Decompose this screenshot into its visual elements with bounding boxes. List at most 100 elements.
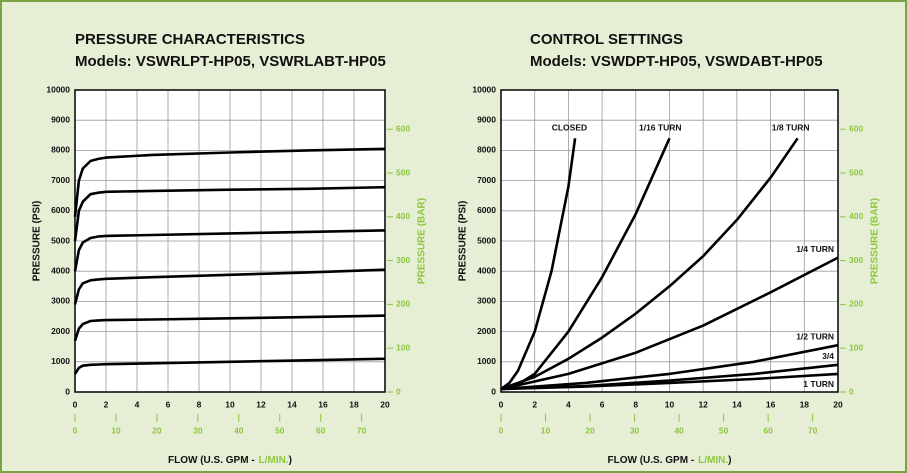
y-axis-label: PRESSURE (PSI) (32, 201, 43, 282)
x-tick-label: 18 (349, 399, 359, 409)
x2-tick-label: 50 (275, 425, 285, 435)
x-tick-label: 4 (566, 399, 571, 409)
y2-tick-label: 600 (849, 123, 863, 133)
chart-subtitle: Models: VSWDPT-HP05, VSWDABT-HP05 (530, 53, 823, 70)
x-tick-label: 16 (766, 399, 776, 409)
x-axis-label-part: ) (289, 455, 292, 466)
x2-tick-label: 0 (73, 425, 78, 435)
x2-tick-label: 40 (674, 425, 684, 435)
y2-axis-label: PRESSURE (BAR) (870, 198, 881, 284)
chart-title: CONTROL SETTINGS (530, 31, 683, 48)
x-axis-label-part: L/MIN. (698, 455, 728, 466)
y-tick-label: 0 (65, 386, 70, 396)
y2-tick-label: 600 (396, 123, 410, 133)
x-tick-label: 8 (633, 399, 638, 409)
y-tick-label: 5000 (477, 235, 496, 245)
y-tick-label: 5000 (51, 235, 70, 245)
y-tick-label: 10000 (472, 84, 496, 94)
y2-tick-label: 100 (396, 342, 410, 352)
x-tick-label: 6 (166, 399, 171, 409)
y2-axis-label: PRESSURE (BAR) (417, 198, 428, 284)
curve (73, 185, 386, 242)
curve-label: CLOSED (552, 123, 587, 133)
y-tick-label: 2000 (477, 326, 496, 336)
curve (500, 138, 577, 391)
y2-tick-label: 400 (849, 211, 863, 221)
x2-tick-label: 10 (111, 425, 121, 435)
y-tick-label: 3000 (477, 296, 496, 306)
y-tick-label: 3000 (51, 296, 70, 306)
y2-tick-label: 300 (849, 255, 863, 265)
y2-tick-label: 0 (396, 386, 401, 396)
x2-tick-label: 20 (152, 425, 162, 435)
curve (500, 372, 839, 391)
curve (73, 314, 386, 342)
curve (73, 229, 386, 272)
x-tick-label: 10 (665, 399, 675, 409)
x-tick-label: 4 (135, 399, 140, 409)
y2-tick-label: 100 (849, 342, 863, 352)
y-tick-label: 0 (491, 386, 496, 396)
x-tick-label: 2 (532, 399, 537, 409)
x-tick-label: 20 (380, 399, 390, 409)
x-axis-label-part: FLOW (U.S. GPM - (168, 455, 255, 466)
curve-label: 1/4 TURN (796, 244, 834, 254)
x-tick-label: 18 (800, 399, 810, 409)
x-axis-label-part: L/MIN. (259, 455, 289, 466)
y-tick-label: 8000 (51, 145, 70, 155)
curve-label: 1/2 TURN (796, 331, 834, 341)
x2-tick-label: 20 (585, 425, 595, 435)
y-tick-label: 2000 (51, 326, 70, 336)
y2-tick-label: 500 (849, 167, 863, 177)
x2-tick-label: 40 (234, 425, 244, 435)
curve-label: 3/4 (822, 351, 834, 361)
y-tick-label: 4000 (51, 265, 70, 275)
x-tick-label: 16 (318, 399, 328, 409)
x-tick-label: 12 (256, 399, 266, 409)
y-tick-label: 9000 (477, 114, 496, 124)
x-tick-label: 20 (833, 399, 843, 409)
x-tick-label: 6 (600, 399, 605, 409)
curve (500, 137, 799, 391)
y-tick-label: 7000 (51, 175, 70, 185)
x2-tick-label: 30 (193, 425, 203, 435)
plot-frame (500, 89, 839, 393)
y-tick-label: 1000 (477, 356, 496, 366)
x-axis-label: FLOW (U.S. GPM - L/MIN.) (168, 455, 292, 466)
y2-tick-label: 500 (396, 167, 410, 177)
y-tick-label: 8000 (477, 145, 496, 155)
curve (500, 343, 839, 391)
chart-subtitle: Models: VSWRLPT-HP05, VSWRLABT-HP05 (75, 53, 386, 70)
y2-tick-label: 400 (396, 211, 410, 221)
x-tick-label: 0 (73, 399, 78, 409)
curve-label: 1 TURN (803, 379, 834, 389)
x2-tick-label: 60 (316, 425, 326, 435)
curve-label: 1/16 TURN (639, 123, 682, 133)
x-tick-label: 14 (287, 399, 297, 409)
x-tick-label: 10 (225, 399, 235, 409)
y2-tick-label: 300 (396, 255, 410, 265)
y-tick-label: 6000 (51, 205, 70, 215)
y2-tick-label: 200 (396, 299, 410, 309)
y2-tick-label: 200 (849, 299, 863, 309)
x-tick-label: 8 (197, 399, 202, 409)
x-tick-label: 0 (499, 399, 504, 409)
x2-tick-label: 60 (763, 425, 773, 435)
y-tick-label: 6000 (477, 205, 496, 215)
x2-tick-label: 70 (808, 425, 818, 435)
x-axis-label-part: ) (728, 455, 731, 466)
x2-tick-label: 30 (630, 425, 640, 435)
y-tick-label: 1000 (51, 356, 70, 366)
chart-title: PRESSURE CHARACTERISTICS (75, 31, 305, 48)
curve (73, 357, 386, 375)
curve (500, 256, 839, 391)
x-tick-label: 2 (104, 399, 109, 409)
x-axis-label: FLOW (U.S. GPM - L/MIN.) (608, 455, 732, 466)
curve (73, 268, 386, 305)
y-tick-label: 4000 (477, 265, 496, 275)
curve (73, 147, 386, 217)
curve-label: 1/8 TURN (772, 123, 810, 133)
x-axis-label-part: FLOW (U.S. GPM - (608, 455, 695, 466)
x-tick-label: 14 (732, 399, 742, 409)
